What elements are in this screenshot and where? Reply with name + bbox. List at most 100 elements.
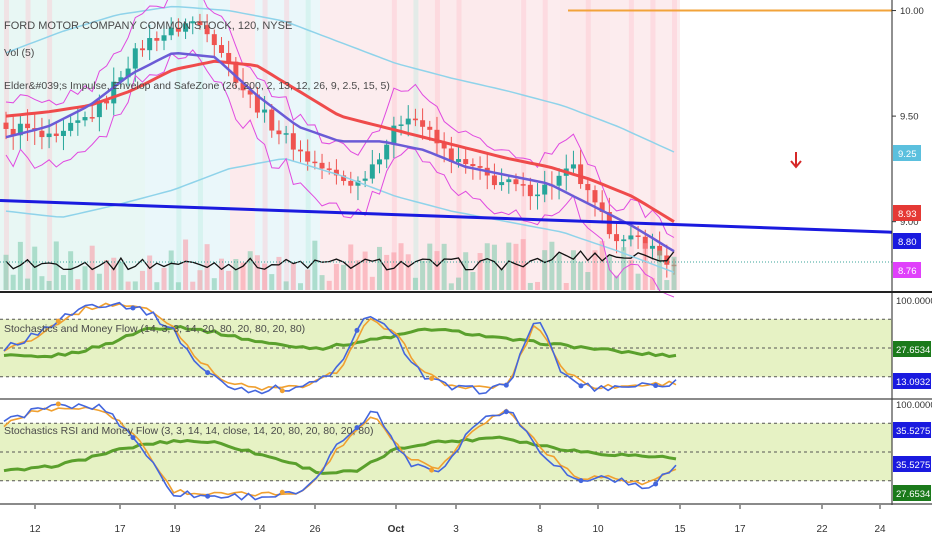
volume-bar (369, 276, 375, 290)
candle (161, 35, 167, 41)
candle (132, 48, 138, 69)
value-badge-label: 35.5275 (896, 426, 930, 437)
session-shade (520, 0, 560, 290)
y-tick-label: 9.50 (900, 112, 919, 123)
volume-bar (578, 261, 584, 290)
volume-bar (297, 283, 303, 290)
session-stripe (413, 0, 419, 290)
volume-bar (391, 252, 397, 290)
price-badge (893, 233, 921, 249)
volume-bar (312, 240, 318, 290)
volume-bar (527, 282, 533, 290)
volume-bar (542, 250, 548, 290)
candle (104, 100, 110, 104)
volume-bar (420, 260, 426, 290)
volume-bar (398, 243, 404, 290)
volume-bar (132, 281, 138, 290)
volume-bar (247, 251, 253, 290)
candle (427, 126, 433, 130)
signal-marker (279, 388, 285, 394)
stochastics-panel[interactable] (0, 301, 892, 395)
signal-marker (578, 383, 584, 389)
candle (204, 25, 210, 35)
volume-bar (657, 250, 663, 290)
price-badge (893, 145, 921, 161)
volume-bar (104, 260, 110, 290)
y-tick-label: 10.00 (900, 6, 924, 17)
signal-marker (55, 318, 61, 324)
candle (118, 77, 124, 82)
volume-bar (319, 275, 325, 290)
candle (39, 130, 45, 138)
stochastic-rsi-panel[interactable] (0, 401, 892, 501)
volume-bar (147, 255, 153, 290)
volume-bar (190, 281, 196, 290)
stochastic-k-line (3, 301, 677, 395)
volume-bar (283, 281, 289, 290)
candle (405, 118, 411, 125)
candle (456, 159, 462, 162)
price-badge (893, 262, 921, 278)
volume-bar (183, 239, 189, 290)
candle (369, 164, 375, 179)
session-stripe (197, 0, 203, 290)
x-tick-label: 12 (29, 524, 41, 535)
volume-bar (96, 273, 102, 290)
candle (125, 68, 131, 78)
price-panel[interactable] (0, 0, 893, 298)
candle (175, 27, 181, 32)
volume-bar (499, 269, 505, 290)
volume-title: Vol (5) (4, 47, 35, 59)
volume-bar (491, 244, 497, 290)
candle (635, 235, 641, 237)
volume-bar (276, 256, 282, 290)
volume-bar (125, 281, 131, 290)
volume-bar (89, 245, 95, 290)
x-tick-label: 24 (874, 524, 886, 535)
volume-bar (3, 254, 9, 290)
volume-bar (326, 280, 332, 290)
candle (190, 21, 196, 24)
volume-bar (635, 273, 641, 290)
volume-bar (585, 272, 591, 290)
value-badge-label: 27.6534 (896, 489, 930, 500)
candle (377, 159, 383, 165)
candle (599, 202, 605, 212)
candle (542, 184, 548, 195)
session-shade (255, 0, 320, 290)
volume-bar (556, 252, 562, 290)
elder-indicator-title: Elder&#039;s Impulse, Envelop and SafeZo… (4, 80, 390, 92)
volume-bar (161, 267, 167, 290)
candle (197, 21, 203, 26)
volume-bar (154, 282, 160, 290)
price-badge (893, 205, 921, 221)
session-stripe (284, 0, 290, 290)
candle (10, 128, 16, 136)
price-badge-label: 9.25 (898, 149, 917, 160)
volume-bar (197, 270, 203, 290)
candle (441, 143, 447, 149)
value-badge (893, 373, 931, 389)
session-stripe (585, 0, 591, 290)
volume-bar (549, 241, 555, 290)
candle (305, 151, 311, 162)
session-stripe (25, 0, 31, 290)
x-tick-label: Oct (388, 524, 405, 535)
volume-bar (628, 260, 634, 290)
session-stripe (628, 0, 634, 290)
signal-marker (653, 481, 659, 487)
candle (520, 184, 526, 186)
signal-marker (354, 425, 360, 431)
volume-bar (118, 261, 124, 290)
price-badge-label: 8.80 (898, 237, 917, 248)
session-shade (50, 0, 145, 290)
candle (585, 184, 591, 191)
volume-bar (46, 280, 52, 290)
volume-bar (506, 242, 512, 290)
candle (25, 123, 31, 129)
candle (491, 175, 497, 186)
volume-bar (25, 278, 31, 290)
volume-bar (412, 277, 418, 290)
candle (75, 120, 81, 123)
